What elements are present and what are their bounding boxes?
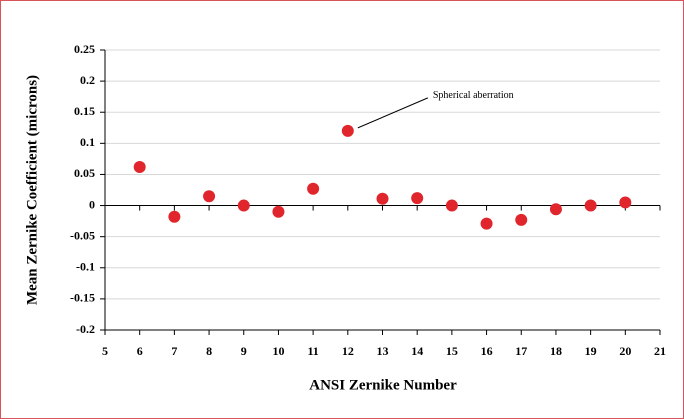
x-tick-label: 17: [515, 344, 527, 358]
x-axis-label: ANSI Zernike Number: [309, 377, 457, 393]
y-tick-label: 0.2: [80, 73, 95, 87]
x-tick-label: 15: [446, 344, 458, 358]
y-tick-label: -0.1: [76, 260, 95, 274]
point: [307, 182, 320, 195]
x-tick-label: 16: [481, 344, 493, 358]
point: [376, 192, 389, 205]
x-tick-label: 9: [241, 344, 247, 358]
x-tick-label: 5: [102, 344, 108, 358]
point: [549, 203, 562, 216]
point: [133, 160, 146, 173]
point: [168, 210, 181, 223]
point: [237, 199, 250, 212]
point: [411, 192, 424, 205]
point: [480, 217, 493, 230]
x-tick-label: 18: [550, 344, 562, 358]
point: [272, 205, 285, 218]
x-tick-label: 12: [342, 344, 354, 358]
annotation-line: [357, 97, 429, 129]
point: [341, 124, 354, 137]
y-tick-label: -0.2: [76, 322, 95, 336]
y-axis-label: Mean Zernike Coefficient (microns): [24, 75, 40, 305]
y-tick-label: -0.15: [70, 291, 95, 305]
y-tick-label: 0: [89, 197, 95, 211]
point: [619, 196, 632, 209]
x-tick-label: 7: [171, 344, 177, 358]
x-tick-label: 10: [272, 344, 284, 358]
x-tick-label: 11: [307, 344, 318, 358]
x-tick-label: 14: [411, 344, 423, 358]
annotation: Spherical aberration: [433, 90, 514, 101]
y-tick-label: 0.05: [74, 166, 95, 180]
y-tick-label: 0.25: [74, 42, 95, 56]
x-tick-label: 6: [137, 344, 143, 358]
x-tick-label: 20: [619, 344, 631, 358]
point: [515, 213, 528, 226]
x-tick-label: 8: [206, 344, 212, 358]
x-tick-label: 13: [377, 344, 389, 358]
point: [584, 199, 597, 212]
y-tick-label: 0.1: [80, 135, 95, 149]
y-tick-label: -0.05: [70, 228, 95, 242]
x-tick-label: 19: [585, 344, 597, 358]
y-tick-label: 0.15: [74, 104, 95, 118]
point: [445, 199, 458, 212]
point: [203, 190, 216, 203]
x-tick-label: 21: [654, 344, 666, 358]
